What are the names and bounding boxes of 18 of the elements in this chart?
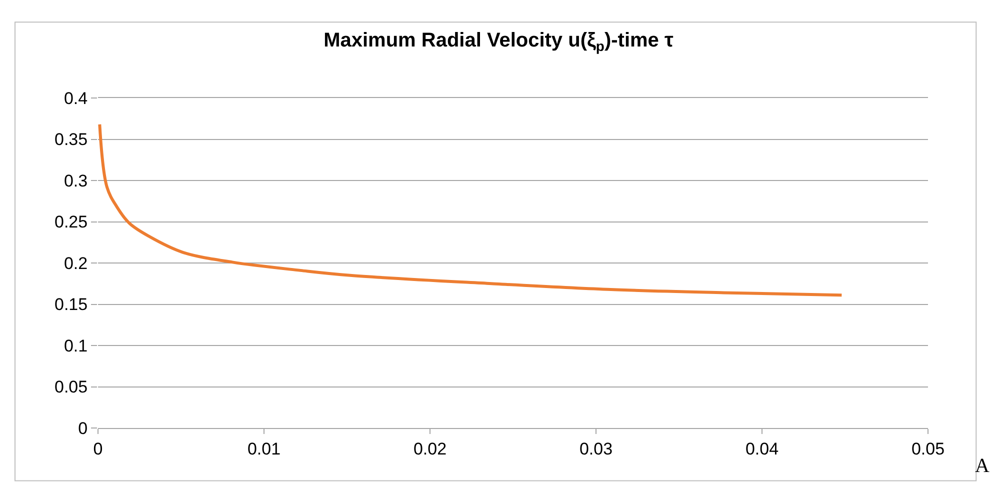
y-tick-label: 0.3 [64, 171, 88, 190]
x-tick-label: 0.02 [413, 439, 447, 458]
y-tick-label: 0 [78, 418, 88, 438]
y-tick-label: 0.15 [54, 295, 88, 314]
y-tick-label: 0.2 [64, 254, 88, 273]
y-tick-label: 0.35 [54, 130, 88, 150]
x-tick-label: 0.01 [247, 439, 281, 458]
x-tick-label: 0.03 [579, 439, 613, 458]
x-tick-label: 0.04 [745, 439, 779, 458]
y-tick-label: 0.05 [54, 378, 88, 397]
y-tick-label: 0.1 [64, 336, 88, 356]
chart-title: Maximum Radial Velocity u(ξ$_{p}$)-time τ [324, 30, 674, 54]
y-tick-label: 0.4 [64, 88, 88, 108]
text: A [975, 455, 990, 477]
x-tick-label: 0.05 [911, 439, 945, 458]
y-tick-label: 0.25 [54, 212, 88, 232]
line-series [98, 122, 844, 297]
x-tick-label: 0 [93, 439, 103, 458]
